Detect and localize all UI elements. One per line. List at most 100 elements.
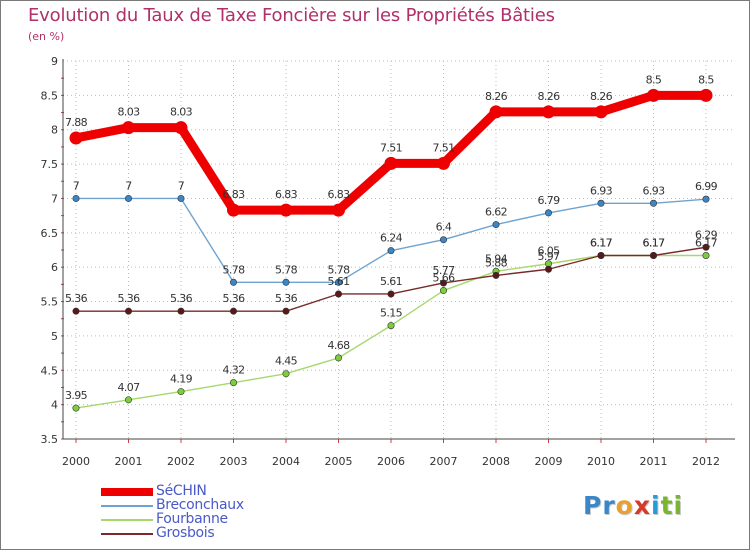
y-tick-label: 3.5 bbox=[41, 433, 59, 446]
x-tick-label: 2008 bbox=[482, 455, 510, 468]
data-point-fourbanne bbox=[72, 404, 80, 412]
proxiti-logo: Proxiti bbox=[583, 491, 683, 520]
data-label-breconchaux: 6.4 bbox=[436, 221, 452, 234]
data-point-fourbanne bbox=[282, 370, 290, 378]
data-point-breconchaux bbox=[544, 209, 552, 217]
data-point-breconchaux bbox=[387, 247, 395, 255]
x-tick-label: 2010 bbox=[587, 455, 615, 468]
data-label-breconchaux: 6.99 bbox=[695, 180, 718, 193]
grid-lines bbox=[63, 60, 735, 440]
y-tick-label: 5 bbox=[51, 330, 58, 343]
legend-label-fourbanne: Fourbanne bbox=[156, 511, 228, 527]
x-tick-label: 2003 bbox=[220, 455, 248, 468]
data-label-fourbanne: 4.68 bbox=[327, 339, 350, 352]
data-point-grosbois bbox=[492, 271, 500, 279]
data-label-s-chin: 8.03 bbox=[117, 106, 140, 119]
data-point-s-chin bbox=[542, 105, 555, 119]
data-label-fourbanne: 6.17 bbox=[590, 236, 613, 249]
data-point-breconchaux bbox=[492, 221, 500, 229]
data-point-s-chin bbox=[279, 203, 293, 217]
data-point-grosbois bbox=[702, 243, 710, 251]
data-point-breconchaux bbox=[597, 199, 605, 207]
data-label-grosbois: 5.61 bbox=[380, 275, 402, 288]
data-point-grosbois bbox=[230, 307, 238, 315]
data-point-breconchaux bbox=[649, 199, 657, 207]
y-tick-label: 9 bbox=[51, 55, 58, 68]
x-tick-label: 2011 bbox=[640, 455, 668, 468]
data-point-grosbois bbox=[334, 290, 342, 298]
data-label-fourbanne: 4.45 bbox=[275, 355, 298, 368]
data-point-s-chin bbox=[174, 121, 188, 135]
legend-label-grosbois: Grosbois bbox=[156, 525, 215, 541]
data-point-breconchaux bbox=[334, 278, 342, 286]
y-tick-label: 7.5 bbox=[41, 158, 59, 171]
logo-letter: i bbox=[651, 491, 661, 520]
data-label-s-chin: 8.5 bbox=[698, 73, 714, 86]
data-label-s-chin: 8.26 bbox=[485, 90, 508, 103]
data-point-breconchaux bbox=[282, 278, 290, 286]
logo-letter: P bbox=[583, 491, 603, 520]
logo-letter: o bbox=[615, 491, 634, 520]
data-label-grosbois: 5.36 bbox=[170, 292, 193, 305]
data-point-fourbanne bbox=[125, 396, 133, 404]
data-point-s-chin bbox=[647, 88, 660, 102]
data-point-grosbois bbox=[125, 307, 133, 315]
data-label-fourbanne: 4.32 bbox=[222, 364, 244, 377]
legend-swatch-grosbois bbox=[101, 533, 153, 535]
data-label-s-chin: 7.51 bbox=[432, 141, 454, 154]
x-tick-label: 2006 bbox=[377, 455, 405, 468]
series-group bbox=[69, 88, 713, 412]
x-tick-label: 2000 bbox=[62, 455, 90, 468]
data-label-fourbanne: 6.05 bbox=[537, 245, 560, 258]
data-label-breconchaux: 6.24 bbox=[380, 232, 403, 245]
data-point-fourbanne bbox=[387, 322, 395, 330]
y-tick-label: 6.5 bbox=[41, 227, 59, 240]
data-label-s-chin: 6.83 bbox=[327, 188, 350, 201]
data-point-breconchaux bbox=[177, 194, 185, 202]
data-point-s-chin bbox=[384, 156, 398, 170]
y-tick-label: 5.5 bbox=[41, 296, 59, 309]
data-label-grosbois: 5.36 bbox=[275, 292, 298, 305]
legend-label-sechin: SéCHIN bbox=[156, 483, 207, 499]
data-point-fourbanne bbox=[230, 379, 238, 387]
x-tick-label: 2004 bbox=[272, 455, 300, 468]
data-label-grosbois: 6.29 bbox=[695, 228, 718, 241]
logo-letter: i bbox=[673, 491, 684, 520]
data-label-grosbois: 5.36 bbox=[222, 292, 245, 305]
x-tick-label: 2002 bbox=[167, 455, 195, 468]
data-point-grosbois bbox=[177, 307, 185, 315]
data-point-fourbanne bbox=[702, 251, 710, 259]
data-label-breconchaux: 6.79 bbox=[537, 194, 560, 207]
data-label-grosbois: 6.17 bbox=[642, 236, 665, 249]
data-label-breconchaux: 5.78 bbox=[222, 263, 245, 276]
data-label-fourbanne: 4.19 bbox=[170, 373, 193, 386]
chart-subtitle: (en %) bbox=[28, 30, 65, 43]
data-point-fourbanne bbox=[439, 287, 447, 295]
data-label-grosbois: 5.61 bbox=[327, 275, 349, 288]
y-tick-label: 8 bbox=[51, 124, 58, 137]
data-label-grosbois: 5.36 bbox=[65, 292, 88, 305]
data-point-s-chin bbox=[122, 121, 135, 135]
data-label-grosbois: 5.88 bbox=[485, 256, 508, 269]
y-tick-label: 8.5 bbox=[41, 89, 59, 102]
data-label-fourbanne: 4.07 bbox=[117, 381, 140, 394]
data-label-s-chin: 8.26 bbox=[537, 90, 560, 103]
data-label-fourbanne: 5.66 bbox=[432, 272, 455, 285]
data-point-grosbois bbox=[282, 307, 290, 315]
data-label-breconchaux: 6.62 bbox=[485, 206, 507, 219]
data-point-breconchaux bbox=[702, 195, 710, 203]
data-point-grosbois bbox=[597, 251, 605, 259]
x-tick-label: 2009 bbox=[535, 455, 563, 468]
data-label-s-chin: 8.26 bbox=[590, 90, 613, 103]
data-label-grosbois: 5.97 bbox=[537, 250, 560, 263]
data-label-fourbanne: 3.95 bbox=[65, 389, 88, 402]
data-label-breconchaux: 7 bbox=[125, 179, 132, 192]
data-point-s-chin bbox=[489, 105, 503, 119]
data-point-breconchaux bbox=[72, 194, 80, 202]
x-tick-label: 2012 bbox=[692, 455, 720, 468]
x-tick-label: 2007 bbox=[430, 455, 458, 468]
y-tick-label: 4.5 bbox=[41, 364, 59, 377]
data-point-s-chin bbox=[594, 105, 608, 119]
data-point-breconchaux bbox=[439, 236, 447, 244]
legend-swatch-breconchaux bbox=[101, 505, 153, 507]
